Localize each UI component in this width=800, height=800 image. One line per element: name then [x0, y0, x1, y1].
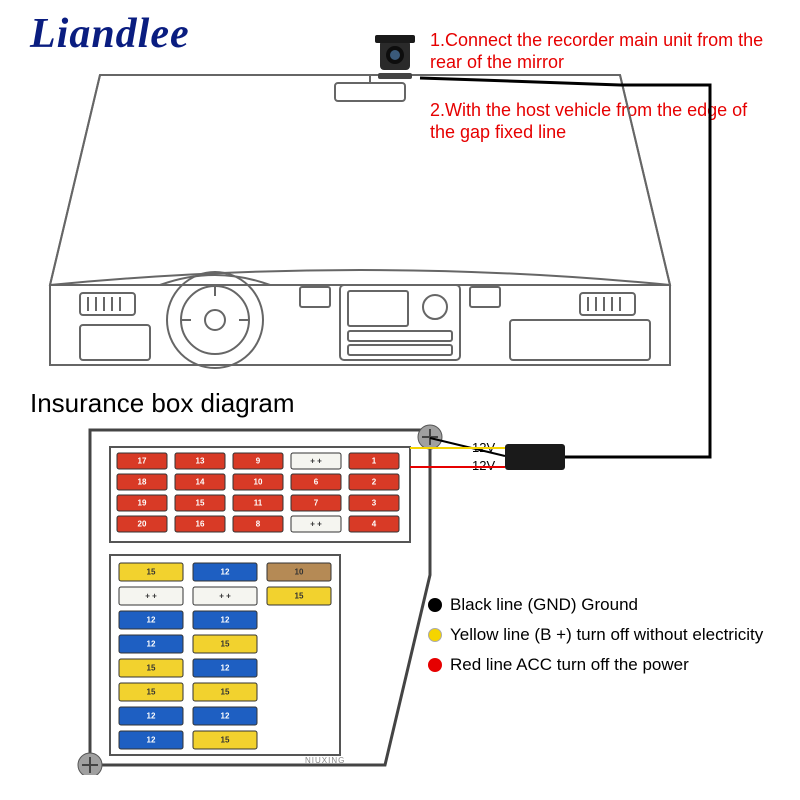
legend-row-red: Red line ACC turn off the power [428, 655, 763, 675]
svg-text:4: 4 [372, 520, 377, 529]
svg-text:3: 3 [372, 499, 377, 508]
legend-dot-black [428, 598, 442, 612]
svg-text:15: 15 [221, 736, 230, 745]
legend-dot-yellow [428, 628, 442, 642]
watermark: NIUXING [305, 756, 345, 765]
svg-text:10: 10 [295, 568, 304, 577]
svg-text:1: 1 [372, 457, 377, 466]
svg-text:13: 13 [196, 457, 205, 466]
legend-row-yellow: Yellow line (B +) turn off without elect… [428, 625, 763, 645]
svg-text:12: 12 [221, 568, 230, 577]
legend: Black line (GND) Ground Yellow line (B +… [428, 595, 763, 685]
svg-text:12: 12 [147, 616, 156, 625]
svg-text:15: 15 [196, 499, 205, 508]
svg-text:15: 15 [147, 568, 156, 577]
svg-text:15: 15 [221, 640, 230, 649]
legend-dot-red [428, 658, 442, 672]
svg-text:12: 12 [221, 616, 230, 625]
svg-text:+ +: + + [310, 520, 322, 529]
svg-text:15: 15 [147, 664, 156, 673]
svg-text:15: 15 [221, 688, 230, 697]
svg-text:12: 12 [221, 664, 230, 673]
svg-text:16: 16 [196, 520, 205, 529]
svg-text:11: 11 [254, 499, 263, 508]
svg-text:+ +: + + [219, 592, 231, 601]
legend-label-red: Red line ACC turn off the power [450, 655, 689, 675]
brand-logo: Liandlee [30, 10, 190, 58]
svg-text:6: 6 [314, 478, 319, 487]
svg-text:12: 12 [147, 712, 156, 721]
legend-label-yellow: Yellow line (B +) turn off without elect… [450, 625, 763, 645]
svg-text:+ +: + + [310, 457, 322, 466]
svg-text:14: 14 [196, 478, 205, 487]
svg-text:15: 15 [147, 688, 156, 697]
dashboard-diagram [40, 55, 680, 385]
svg-text:7: 7 [314, 499, 319, 508]
camera-icon [370, 35, 420, 95]
svg-text:12: 12 [221, 712, 230, 721]
svg-text:9: 9 [256, 457, 261, 466]
svg-text:12: 12 [147, 640, 156, 649]
voltage-label-b: 12V [472, 458, 495, 473]
svg-text:15: 15 [295, 592, 304, 601]
svg-text:12: 12 [147, 736, 156, 745]
svg-text:2: 2 [372, 478, 377, 487]
voltage-label-a: 12V [472, 440, 495, 455]
svg-text:10: 10 [254, 478, 263, 487]
svg-text:8: 8 [256, 520, 261, 529]
legend-row-black: Black line (GND) Ground [428, 595, 763, 615]
svg-text:17: 17 [138, 457, 147, 466]
fusebox-diagram: 17 13 9 + + 1 18 14 10 6 2 19 15 11 7 3 20 16 8 + + 4 15 12 1… [55, 415, 455, 775]
svg-text:+ +: + + [145, 592, 157, 601]
svg-text:18: 18 [138, 478, 147, 487]
legend-label-black: Black line (GND) Ground [450, 595, 638, 615]
svg-text:20: 20 [138, 520, 147, 529]
svg-text:19: 19 [138, 499, 147, 508]
